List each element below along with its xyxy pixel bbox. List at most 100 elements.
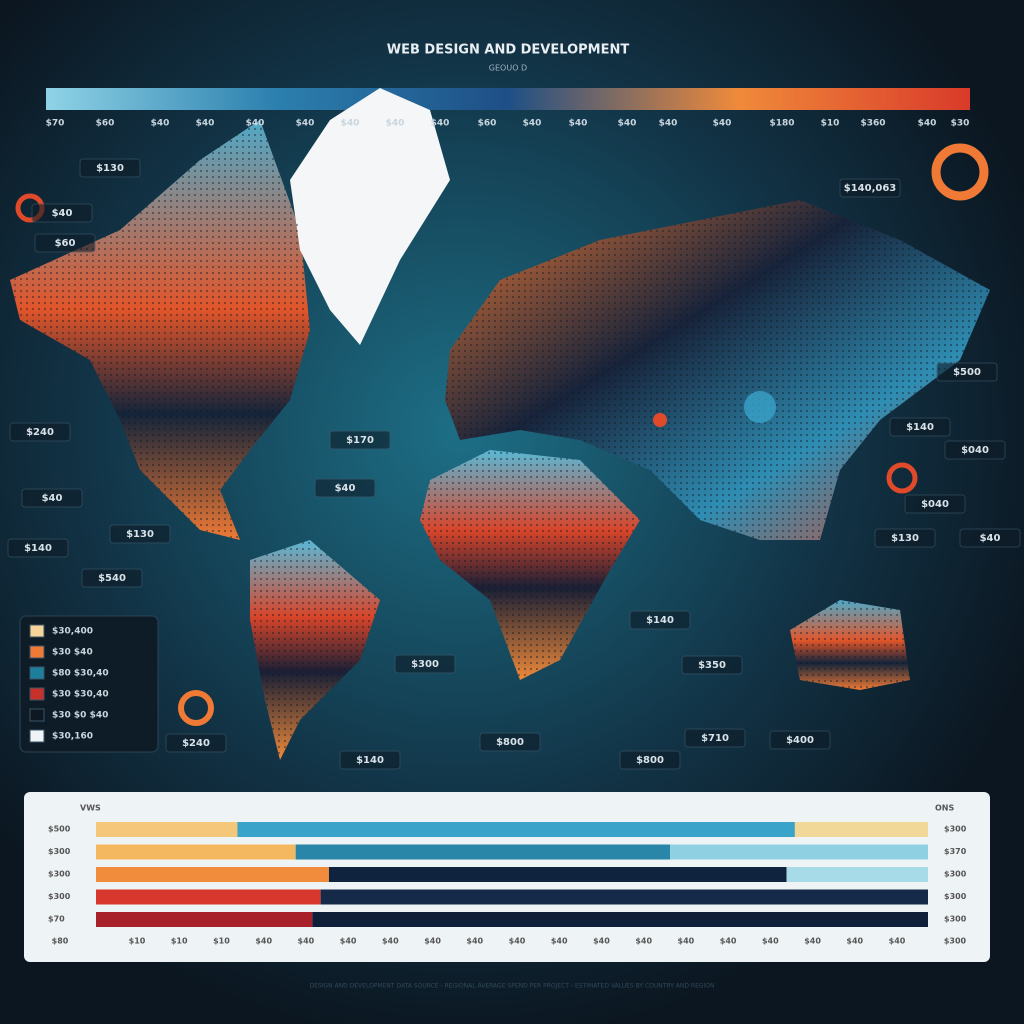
- scale-label: $40: [386, 119, 405, 129]
- axis-label: $40: [635, 937, 652, 946]
- callout-label: $40: [42, 493, 63, 504]
- scale-label: $40: [296, 119, 315, 129]
- axis-label: $10: [129, 937, 146, 946]
- ring-icon: [886, 462, 918, 494]
- callout-label: $240: [26, 427, 54, 438]
- legend-label: $80 $30,40: [52, 669, 109, 679]
- callout-box: [79, 158, 141, 178]
- greenland: [290, 88, 450, 345]
- callout-box: [684, 728, 746, 748]
- axis-label: $40: [424, 937, 441, 946]
- axis-label: $40: [762, 937, 779, 946]
- callout-box: [769, 730, 831, 750]
- callout-box: [81, 568, 143, 588]
- callout-label: $60: [55, 238, 76, 249]
- scale-label: $40: [523, 119, 542, 129]
- callout-box: [629, 610, 691, 630]
- scale-label: $40: [618, 119, 637, 129]
- axis-label: $10: [213, 937, 230, 946]
- callout-label: $40: [335, 483, 356, 494]
- axis-label: $300: [944, 937, 967, 946]
- callout-box: [339, 750, 401, 770]
- callout-box: [889, 417, 951, 437]
- callout-label: $400: [786, 735, 814, 746]
- legend-swatch: [29, 645, 45, 659]
- subtitle: GEOUO D: [489, 64, 527, 73]
- row-label: $300: [48, 847, 71, 856]
- callout-label: $140: [646, 615, 674, 626]
- bar-segment: [786, 867, 928, 882]
- scale-label: $360: [860, 119, 885, 129]
- legend-swatch: [29, 666, 45, 680]
- legend-label: $30 $40: [52, 648, 93, 658]
- scale-label: $40: [151, 119, 170, 129]
- callout-label: $540: [98, 573, 126, 584]
- row-label: $300: [944, 825, 967, 834]
- scale-label: $10: [821, 119, 840, 129]
- callout-box: [314, 478, 376, 498]
- color-scale: [46, 88, 970, 110]
- callout-label: $130: [96, 163, 124, 174]
- bar-segment: [96, 867, 329, 882]
- legend-swatch: [29, 729, 45, 743]
- callout-label: $130: [126, 529, 154, 540]
- callout-box: [394, 654, 456, 674]
- scale-label: $40: [918, 119, 937, 129]
- axis-label: $40: [889, 937, 906, 946]
- bar-segment: [320, 889, 928, 905]
- axis-label: $40: [678, 937, 695, 946]
- callout-label: $300: [411, 659, 439, 670]
- scale-label: $40: [246, 119, 265, 129]
- bar-segment: [794, 822, 928, 837]
- callout-label: $130: [891, 533, 919, 544]
- callout-box: [31, 203, 93, 223]
- axis-label: $40: [466, 937, 483, 946]
- axis-label: $40: [593, 937, 610, 946]
- legend-box: [19, 615, 159, 753]
- axis-label: $10: [171, 937, 188, 946]
- bar-segment: [312, 912, 928, 927]
- ring-icon: [178, 690, 214, 726]
- legend-swatch: [29, 624, 45, 638]
- legend-swatch: [29, 687, 45, 701]
- callout-box: [479, 732, 541, 752]
- row-label: $500: [48, 825, 71, 834]
- hotspot: [744, 391, 776, 423]
- axis-label: $40: [720, 937, 737, 946]
- scale-label: $180: [769, 119, 794, 129]
- axis-label: $80: [52, 937, 69, 946]
- axis-label: $40: [255, 937, 272, 946]
- callout-box: [959, 528, 1021, 548]
- callout-label: $170: [346, 435, 374, 446]
- legend-swatch: [29, 708, 45, 722]
- scale-label: $40: [341, 119, 360, 129]
- callout-box: [874, 528, 936, 548]
- bar-segment: [96, 912, 313, 927]
- map-texture: [10, 120, 990, 760]
- bar-segment: [96, 822, 238, 837]
- axis-label: $40: [846, 937, 863, 946]
- row-label: $300: [944, 915, 967, 924]
- callout-box: [7, 538, 69, 558]
- scale-label: $40: [431, 119, 450, 129]
- legend-label: $30,400: [52, 627, 93, 637]
- scale-label: $40: [713, 119, 732, 129]
- scale-label: $30: [951, 119, 970, 129]
- panel-header: ONS: [935, 804, 954, 813]
- callout-label: $140,063: [844, 183, 897, 194]
- scale-label: $40: [569, 119, 588, 129]
- axis-label: $40: [340, 937, 357, 946]
- bar-segment: [237, 822, 795, 837]
- callout-box: [681, 655, 743, 675]
- legend-label: $30 $0 $40: [52, 711, 108, 721]
- bar-segment: [328, 867, 787, 882]
- callout-box: [904, 494, 966, 514]
- scale-label: $70: [46, 119, 65, 129]
- callout-box: [9, 422, 71, 442]
- callout-box: [329, 430, 391, 450]
- row-label: $300: [944, 892, 967, 901]
- callout-label: $240: [182, 738, 210, 749]
- scale-label: $60: [478, 119, 497, 129]
- map: [10, 88, 990, 760]
